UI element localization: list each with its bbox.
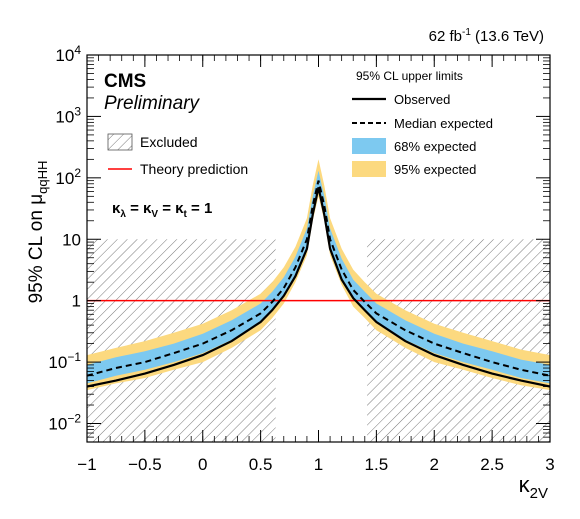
y-tick-label: 10−2 [48, 412, 81, 434]
axis-ticks: −1 −0.5 0 0.5 1 1.5 2 2.5 3 10−2 10−1 1 10 102 103 104 [48, 43, 554, 474]
median-legend-label: Median expected [394, 116, 493, 131]
x-tick-label: 2.5 [480, 455, 504, 474]
x-axis-label: κ2V [519, 472, 548, 502]
observed-legend-label: Observed [394, 92, 450, 107]
band68-legend-label: 68% expected [394, 139, 476, 154]
y-tick-label: 102 [55, 166, 81, 188]
excluded-legend-label: Excluded [140, 134, 198, 150]
excluded-legend-swatch [107, 133, 133, 151]
y-tick-label: 104 [55, 43, 81, 65]
legend-title: 95% CL upper limits [356, 69, 463, 83]
band-68-layer [87, 170, 550, 384]
y-tick-label: 103 [55, 104, 81, 126]
y-axis-label: 95% CL on μqqHH [26, 161, 50, 304]
y-tick-label: 1 [72, 292, 81, 311]
band68-legend-swatch [352, 138, 386, 154]
x-tick-label: 1.5 [365, 455, 389, 474]
x-tick-label: 3 [545, 455, 554, 474]
coupling-annotation: κλ = κV = κt = 1 [112, 200, 212, 220]
theory-legend-label: Theory prediction [140, 161, 248, 177]
band-95-expected [87, 159, 550, 391]
median-expected-line [87, 180, 550, 377]
band-95-layer [87, 159, 550, 391]
y-tick-label: 10 [62, 230, 81, 249]
x-tick-label: 0.5 [249, 455, 273, 474]
experiment-label: CMS [104, 71, 146, 92]
band95-legend-label: 95% expected [394, 162, 476, 177]
x-tick-label: 2 [430, 455, 439, 474]
status-label: Preliminary [104, 93, 201, 114]
band-68-expected [87, 170, 550, 384]
band95-legend-swatch [352, 161, 386, 177]
x-tick-label: 1 [314, 455, 323, 474]
y-tick-label: 10−1 [48, 350, 81, 372]
x-tick-label: −1 [77, 455, 96, 474]
observed-line [87, 187, 550, 388]
luminosity-label: 62 fb-1 (13.6 TeV) [429, 27, 544, 45]
x-tick-label: −0.5 [128, 455, 162, 474]
limit-lines-layer [87, 180, 550, 388]
x-tick-label: 0 [198, 455, 207, 474]
